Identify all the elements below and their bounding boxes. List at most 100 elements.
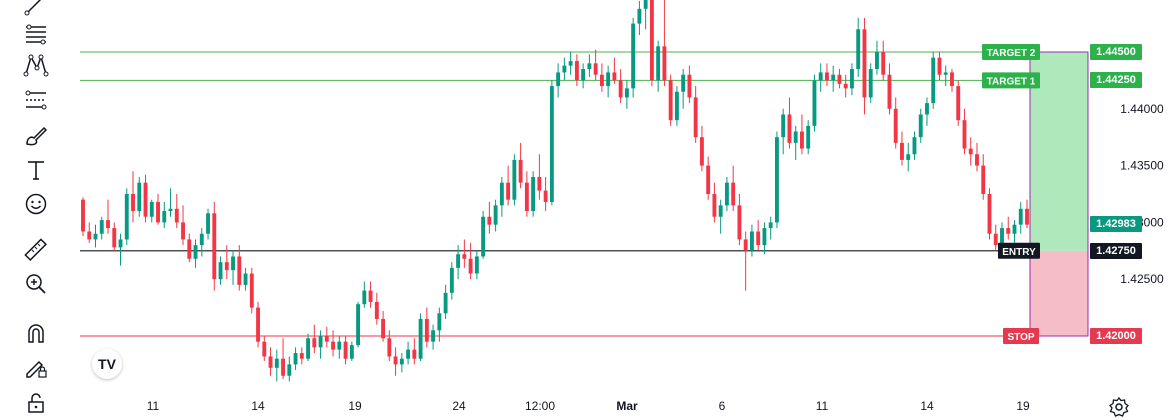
zoom-icon[interactable] xyxy=(22,270,50,298)
pattern-icon[interactable] xyxy=(22,51,50,79)
candle xyxy=(512,159,517,200)
current-price-label: 1.42983 xyxy=(1090,216,1142,233)
candle xyxy=(843,83,848,89)
x-tick-label: 12:00 xyxy=(525,399,555,413)
candle xyxy=(587,63,592,70)
x-tick-label: Mar xyxy=(616,399,638,413)
candle xyxy=(368,290,373,302)
candle xyxy=(856,29,861,70)
drawing-toolbar xyxy=(0,0,72,420)
candle xyxy=(718,205,723,217)
candle xyxy=(543,190,548,202)
candle xyxy=(524,182,529,212)
position-border xyxy=(1029,51,1089,337)
candle xyxy=(774,137,779,223)
candle xyxy=(193,245,198,259)
emoji-icon[interactable] xyxy=(22,190,50,218)
candle xyxy=(499,182,504,206)
y-tick-label: 1.43500 xyxy=(1120,159,1164,173)
y-tick-label: 1.42500 xyxy=(1120,272,1164,286)
fib-retracement-icon[interactable] xyxy=(22,20,50,48)
entry-price-label: 1.42750 xyxy=(1090,242,1142,259)
lock-drawing-icon[interactable] xyxy=(22,353,50,381)
candle xyxy=(343,341,348,359)
stop-tag-bg xyxy=(1003,328,1039,344)
candle xyxy=(218,262,223,280)
candle xyxy=(581,69,586,81)
candle xyxy=(487,216,492,225)
candle xyxy=(900,142,904,160)
candle xyxy=(287,364,292,376)
candle xyxy=(99,220,104,234)
candle xyxy=(481,216,486,257)
candle xyxy=(806,125,811,149)
tradingview-logo: TV xyxy=(92,349,122,379)
candle xyxy=(362,290,367,305)
candle xyxy=(443,292,448,314)
candle xyxy=(731,182,736,206)
entry-tag: ENTRY xyxy=(1002,247,1036,258)
candle xyxy=(149,201,154,217)
x-tick-label: 11 xyxy=(147,399,160,413)
candle xyxy=(618,80,623,98)
candle xyxy=(81,199,85,232)
candle xyxy=(831,74,836,81)
candle xyxy=(693,97,698,138)
brush-icon[interactable] xyxy=(22,121,50,149)
candle xyxy=(424,318,429,342)
candle xyxy=(268,356,273,368)
candle xyxy=(912,137,917,155)
candle xyxy=(599,74,604,87)
candle xyxy=(312,338,317,348)
candle xyxy=(162,211,167,223)
ruler-icon[interactable] xyxy=(22,236,50,264)
candle xyxy=(249,273,254,308)
loss-zone xyxy=(1030,250,1088,336)
candle xyxy=(306,338,310,359)
chart-area[interactable]: TARGET 2 TARGET 1 ENTRY STOP 1.42500 1.43000… xyxy=(72,0,1170,420)
candle xyxy=(168,208,173,212)
candle xyxy=(975,154,979,166)
candle xyxy=(793,131,798,143)
candle xyxy=(593,63,598,75)
candle xyxy=(1006,228,1011,234)
candle xyxy=(493,205,498,225)
candle xyxy=(624,88,629,98)
candle xyxy=(337,341,342,350)
candle xyxy=(412,349,417,359)
target2-tag: TARGET 2 xyxy=(987,48,1036,59)
lock-icon[interactable] xyxy=(22,389,50,417)
entry-tag-bg xyxy=(998,242,1040,259)
target2-price-label: 1.44500 xyxy=(1090,44,1142,60)
candle xyxy=(406,349,411,359)
stop-tag: STOP xyxy=(1007,332,1034,343)
candle xyxy=(393,356,398,365)
candle xyxy=(437,313,442,331)
candle xyxy=(956,86,961,121)
candle xyxy=(399,358,404,365)
candle xyxy=(224,262,229,271)
candle xyxy=(825,72,829,81)
candle xyxy=(143,182,148,217)
candle xyxy=(943,72,948,75)
x-tick-label: 24 xyxy=(452,399,466,413)
candle xyxy=(531,176,536,212)
prediction-icon[interactable] xyxy=(22,86,50,114)
gear-icon[interactable] xyxy=(1108,396,1130,418)
candle xyxy=(862,29,867,98)
text-icon[interactable] xyxy=(22,156,50,184)
candle xyxy=(1025,208,1029,225)
candle xyxy=(737,205,742,240)
candle xyxy=(674,91,679,121)
candle xyxy=(837,74,842,84)
candle xyxy=(631,23,636,89)
candle xyxy=(174,208,179,223)
candle xyxy=(762,228,767,246)
x-tick-label: 11 xyxy=(816,399,829,413)
candle xyxy=(993,233,998,246)
candle xyxy=(431,330,436,342)
trendline-icon[interactable] xyxy=(22,0,50,18)
candle xyxy=(568,61,573,66)
magnet-icon[interactable] xyxy=(22,319,50,347)
